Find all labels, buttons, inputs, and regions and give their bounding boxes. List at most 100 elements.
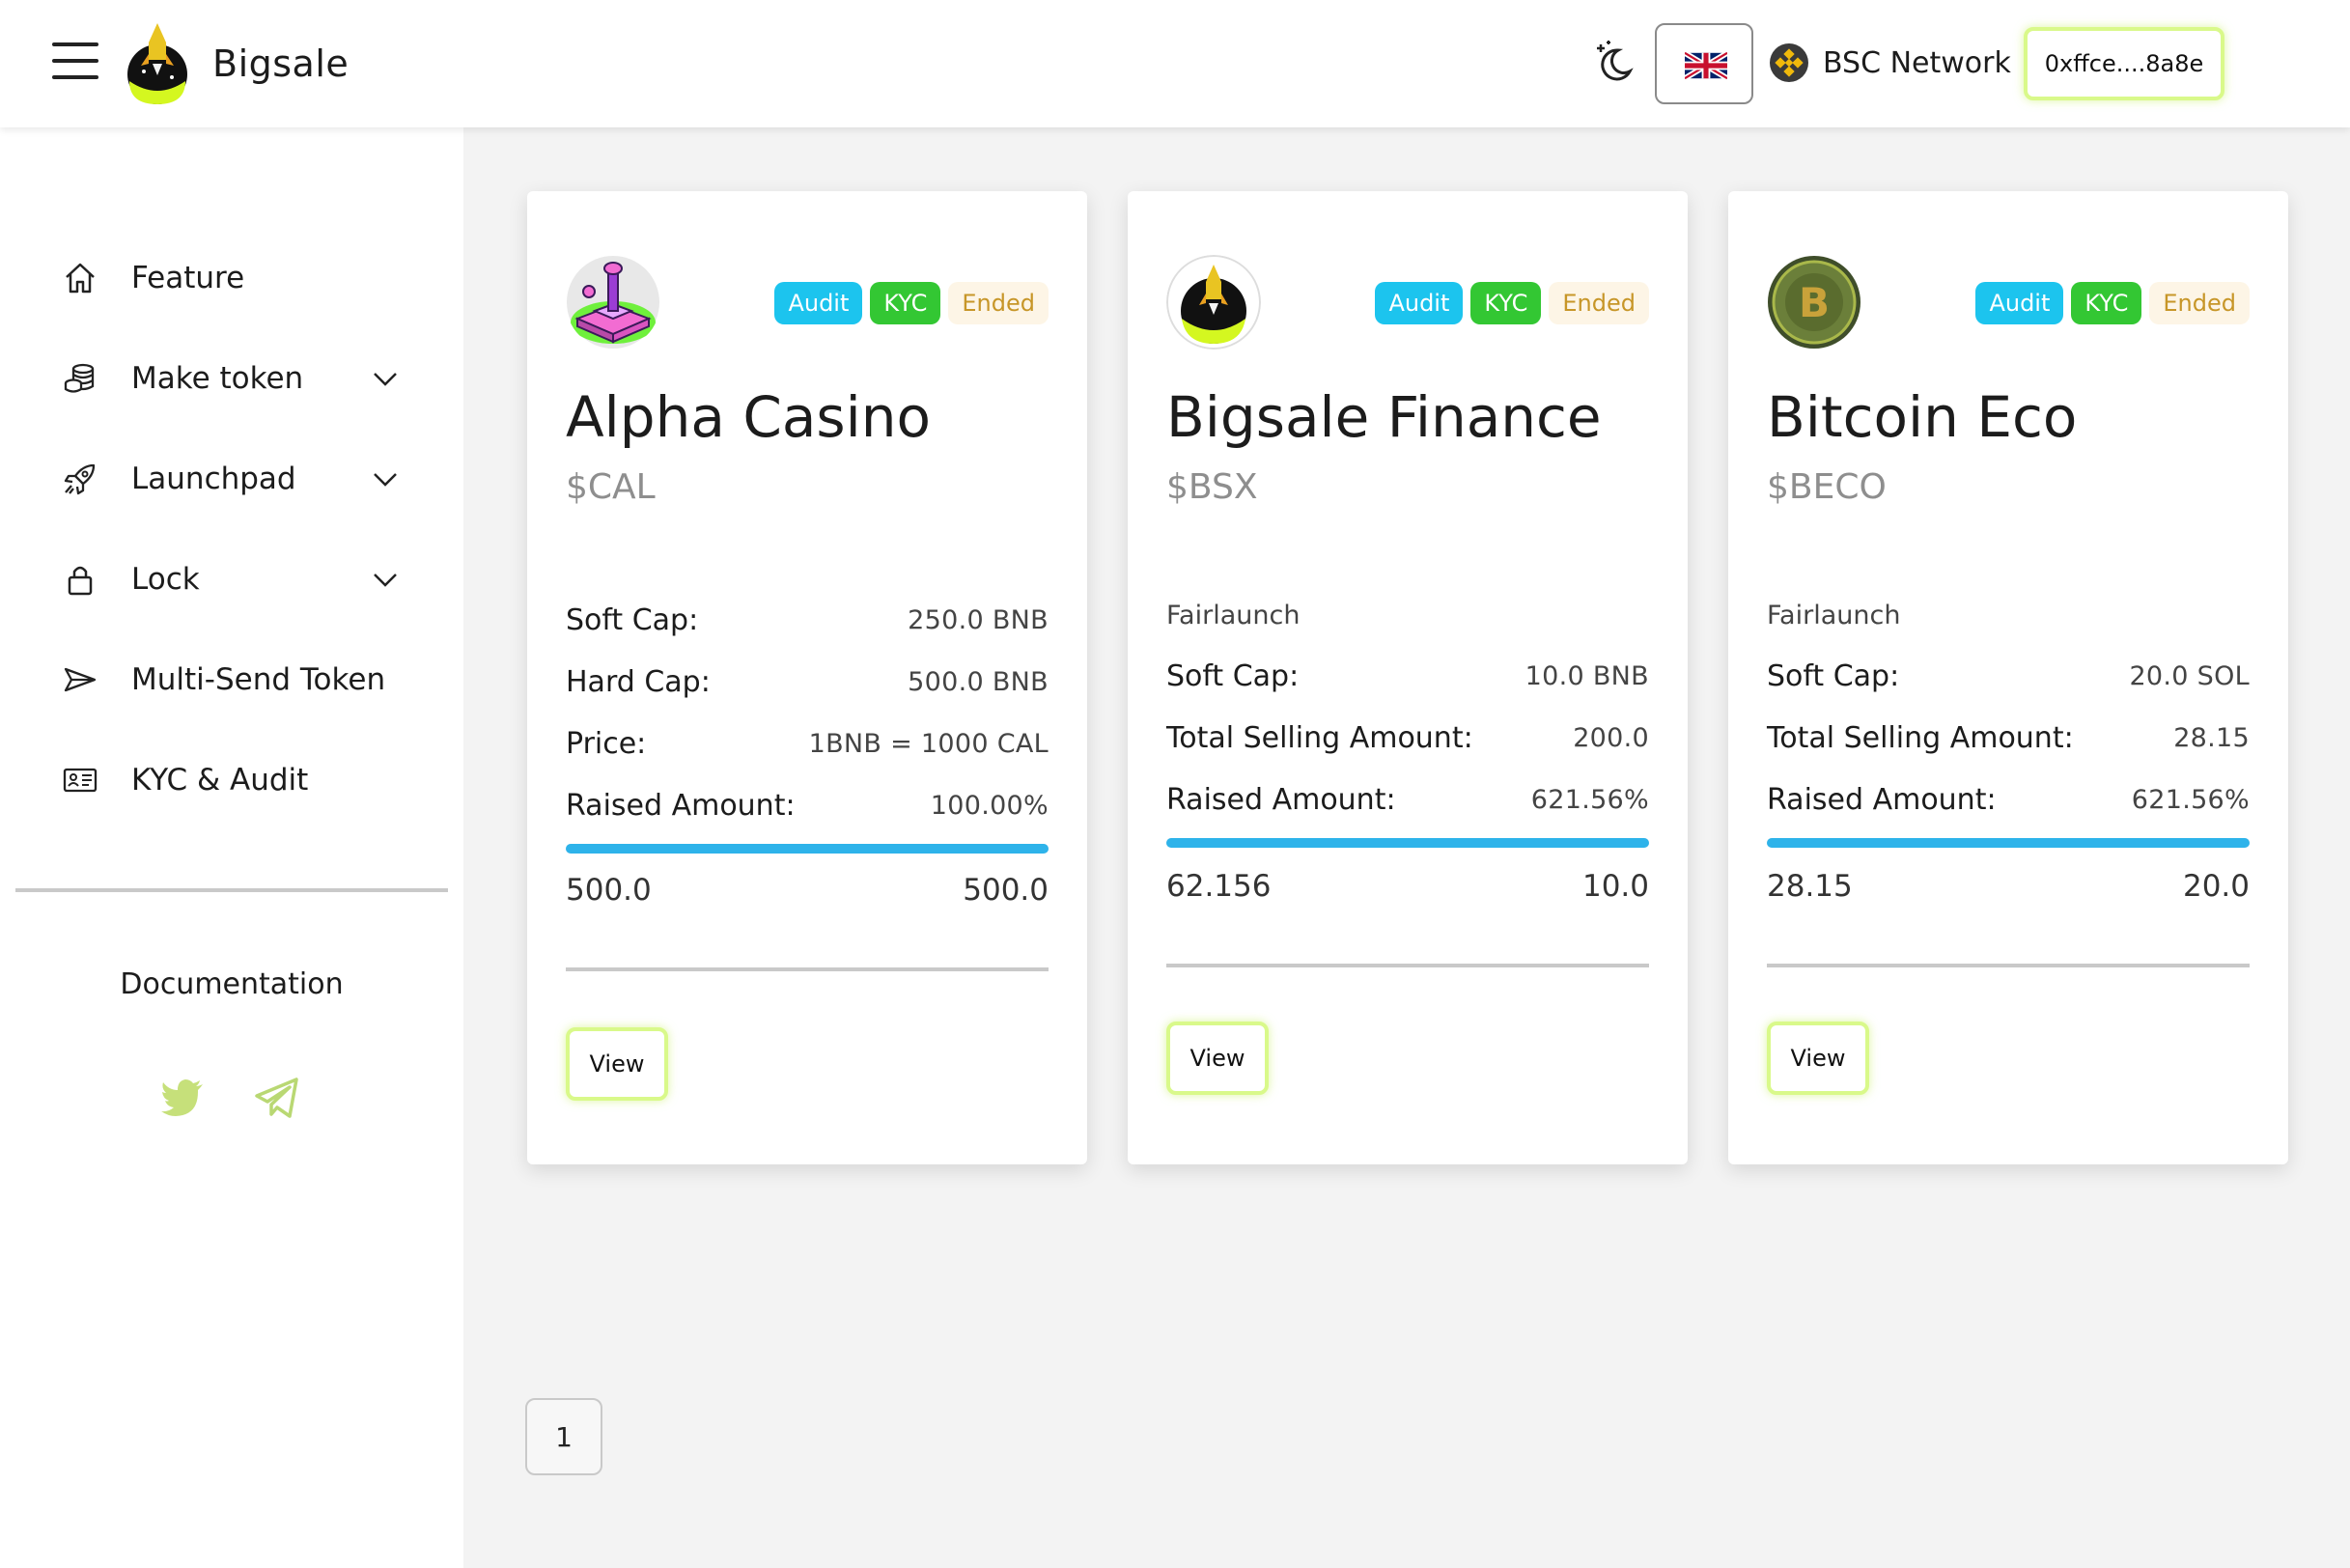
sidebar-item-launchpad[interactable]: Launchpad xyxy=(0,440,463,518)
stat-row: Raised Amount: 621.56% xyxy=(1166,778,1649,821)
rocket-icon xyxy=(64,463,96,495)
sidebar-divider xyxy=(15,888,448,892)
stat-row: Total Selling Amount: 28.15 xyxy=(1767,716,2250,759)
stat-label: Total Selling Amount: xyxy=(1166,720,1473,755)
view-button[interactable]: View xyxy=(566,1027,668,1101)
stat-value: 621.56% xyxy=(1530,784,1649,815)
progress-bar xyxy=(566,844,1049,854)
stat-value: 10.0 BNB xyxy=(1525,660,1649,691)
sidebar-item-multi-send[interactable]: Multi-Send Token xyxy=(0,641,463,718)
sidebar-item-label: Launchpad xyxy=(131,462,296,496)
chevron-down-icon xyxy=(374,473,397,487)
presale-card: Audit KYC Ended Alpha Casino $CAL Soft C… xyxy=(527,191,1087,1164)
raised-amount: 500.0 xyxy=(566,873,652,908)
stat-row: Soft Cap: 20.0 SOL xyxy=(1767,655,2250,697)
sidebar-item-label: Multi-Send Token xyxy=(131,662,386,697)
wallet-address-button[interactable]: 0xffce....8a8e xyxy=(2024,27,2224,100)
sidebar-item-label: Lock xyxy=(131,562,200,597)
bnb-icon xyxy=(1770,43,1808,82)
audit-badge[interactable]: Audit xyxy=(774,282,863,324)
stat-value: 28.15 xyxy=(2173,722,2250,753)
project-name: Alpha Casino xyxy=(566,384,931,450)
status-badges: Audit KYC Ended xyxy=(774,282,1049,324)
raised-range: 62.156 10.0 xyxy=(1166,869,1649,904)
sidebar-item-label: Feature xyxy=(131,261,245,295)
stat-label: Price: xyxy=(566,726,647,761)
kyc-badge[interactable]: KYC xyxy=(1470,282,1542,324)
brand-name[interactable]: Bigsale xyxy=(212,42,350,85)
stat-value: 200.0 xyxy=(1573,722,1649,753)
id-card-icon xyxy=(63,768,98,793)
progress-fill xyxy=(1166,838,1649,848)
raised-amount: 28.15 xyxy=(1767,869,1853,904)
stat-value: 500.0 BNB xyxy=(908,666,1049,697)
network-label: BSC Network xyxy=(1823,45,2011,80)
pagination-page-button[interactable]: 1 xyxy=(525,1398,602,1475)
stat-label: Total Selling Amount: xyxy=(1767,720,2074,755)
stat-row: Soft Cap: 10.0 BNB xyxy=(1166,655,1649,697)
card-divider xyxy=(566,967,1049,971)
launch-type: Fairlaunch xyxy=(1166,601,1301,630)
bigsale-finance-logo xyxy=(1166,255,1261,350)
project-name: Bigsale Finance xyxy=(1166,384,1602,450)
stat-label: Raised Amount: xyxy=(566,788,796,823)
presale-card: B Audit KYC Ended Bitcoin Eco $BECO Fair… xyxy=(1728,191,2288,1164)
status-badges: Audit KYC Ended xyxy=(1375,282,1649,324)
svg-text:B: B xyxy=(1799,279,1830,326)
progress-bar xyxy=(1166,838,1649,848)
lock-icon xyxy=(68,566,93,596)
progress-bar xyxy=(1767,838,2250,848)
sidebar-item-label: Make token xyxy=(131,361,304,396)
kyc-badge[interactable]: KYC xyxy=(2071,282,2142,324)
stat-value: 100.00% xyxy=(930,790,1049,821)
stat-label: Raised Amount: xyxy=(1767,782,1997,817)
telegram-icon[interactable] xyxy=(253,1074,301,1122)
view-button[interactable]: View xyxy=(1767,1022,1869,1095)
twitter-icon[interactable] xyxy=(158,1074,207,1122)
top-header: Bigsale BSC Network xyxy=(0,0,2350,127)
raised-range: 28.15 20.0 xyxy=(1767,869,2250,904)
ended-badge: Ended xyxy=(1549,282,1649,324)
bigsale-logo[interactable] xyxy=(126,21,189,106)
stat-label: Soft Cap: xyxy=(566,602,699,637)
sidebar: Feature Make token Launchpad Lock xyxy=(0,127,463,1568)
status-badges: Audit KYC Ended xyxy=(1975,282,2250,324)
moon-icon[interactable] xyxy=(1589,39,1637,87)
ended-badge: Ended xyxy=(948,282,1049,324)
stat-row: Price: 1BNB = 1000 CAL xyxy=(566,722,1049,765)
progress-fill xyxy=(566,844,1049,854)
audit-badge[interactable]: Audit xyxy=(1975,282,2064,324)
cap-amount: 500.0 xyxy=(963,873,1049,908)
cap-amount: 10.0 xyxy=(1581,869,1649,904)
kyc-badge[interactable]: KYC xyxy=(870,282,941,324)
audit-badge[interactable]: Audit xyxy=(1375,282,1464,324)
token-symbol: $CAL xyxy=(566,467,656,507)
stat-row: Raised Amount: 100.00% xyxy=(566,784,1049,826)
language-button[interactable] xyxy=(1655,23,1753,104)
network-selector[interactable]: BSC Network xyxy=(1769,39,2011,87)
launch-type: Fairlaunch xyxy=(1767,601,1901,630)
sidebar-item-kyc-audit[interactable]: KYC & Audit xyxy=(0,742,463,819)
chevron-down-icon xyxy=(374,574,397,587)
progress-fill xyxy=(1767,838,2250,848)
cap-amount: 20.0 xyxy=(2182,869,2250,904)
send-icon xyxy=(64,667,97,692)
sidebar-item-make-token[interactable]: Make token xyxy=(0,340,463,417)
stat-value: 1BNB = 1000 CAL xyxy=(808,728,1049,759)
documentation-link[interactable]: Documentation xyxy=(120,967,344,1001)
raised-range: 500.0 500.0 xyxy=(566,873,1049,908)
sidebar-item-label: KYC & Audit xyxy=(131,763,309,798)
card-divider xyxy=(1767,964,2250,967)
home-icon xyxy=(66,263,95,294)
raised-amount: 62.156 xyxy=(1166,869,1272,904)
menu-icon[interactable] xyxy=(52,42,98,79)
stat-row: Total Selling Amount: 200.0 xyxy=(1166,716,1649,759)
project-name: Bitcoin Eco xyxy=(1767,384,2078,450)
uk-flag-icon xyxy=(1685,52,1727,79)
sidebar-item-feature[interactable]: Feature xyxy=(0,239,463,317)
view-button[interactable]: View xyxy=(1166,1022,1269,1095)
stat-row: Hard Cap: 500.0 BNB xyxy=(566,660,1049,703)
alpha-casino-logo xyxy=(566,255,660,350)
stat-row: Soft Cap: 250.0 BNB xyxy=(566,599,1049,641)
sidebar-item-lock[interactable]: Lock xyxy=(0,541,463,618)
